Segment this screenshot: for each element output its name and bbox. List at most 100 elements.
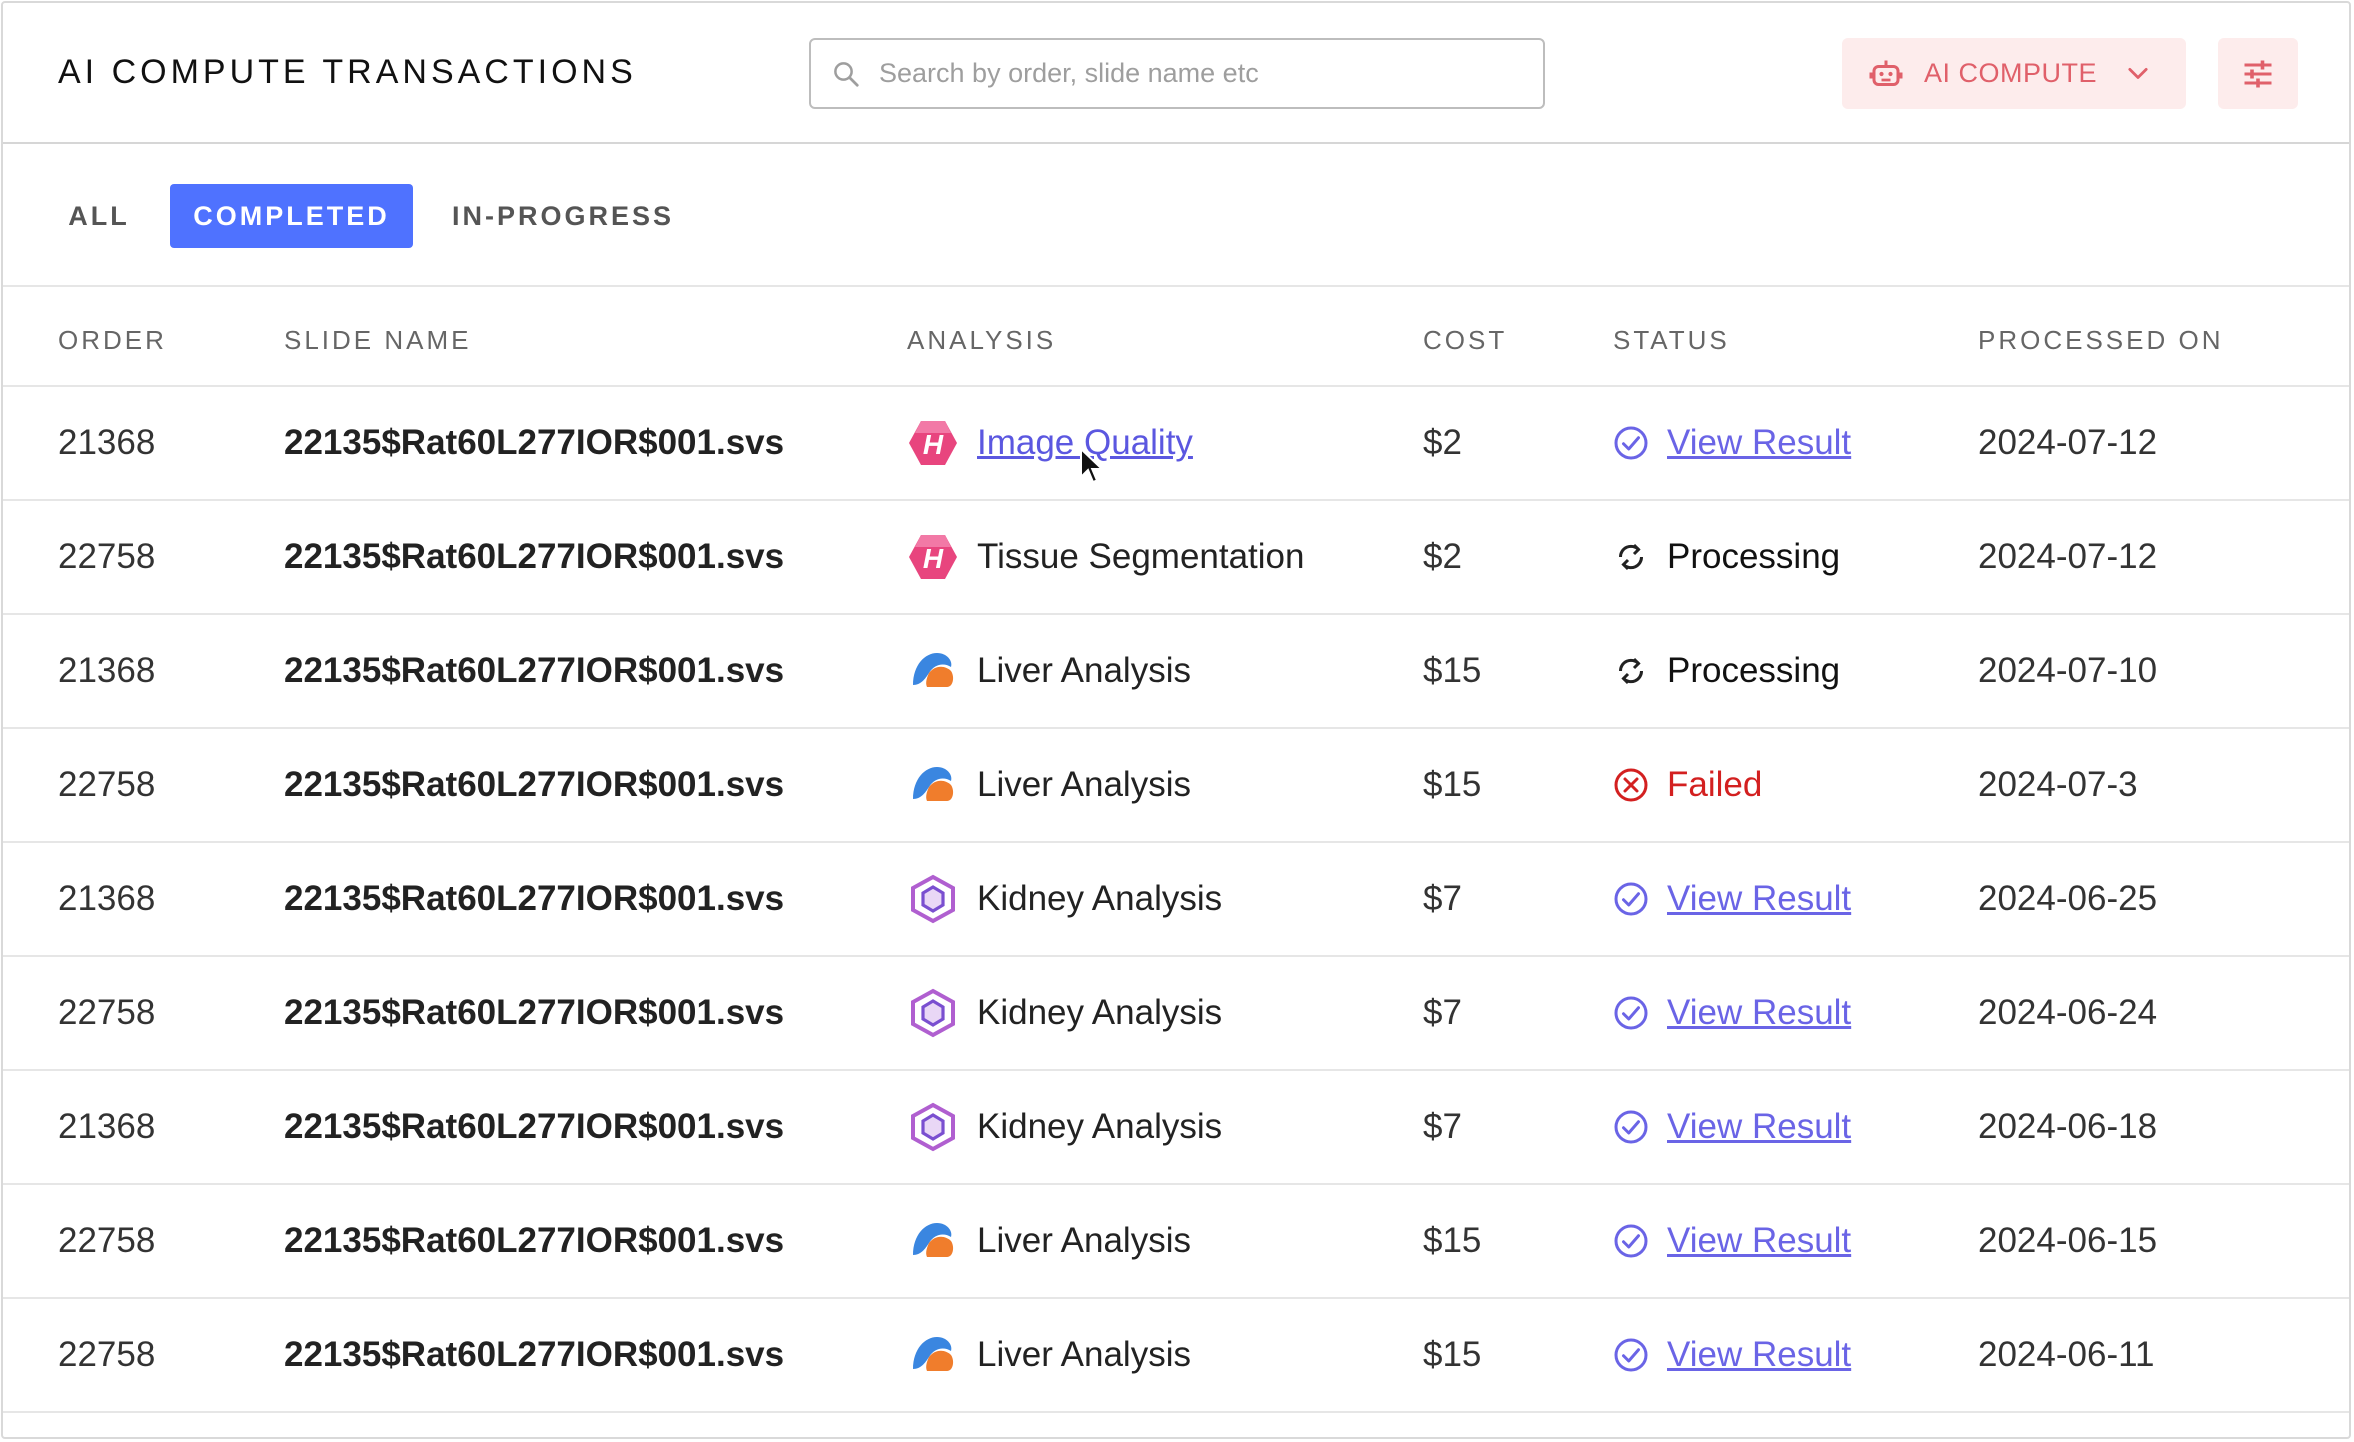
order-id: 22758 bbox=[58, 993, 156, 1032]
tab-completed[interactable]: COMPLETED bbox=[170, 184, 413, 248]
order-id: 21368 bbox=[58, 879, 156, 918]
order-id: 22758 bbox=[58, 765, 156, 804]
svg-text:H: H bbox=[923, 543, 944, 574]
check-circle-icon bbox=[1614, 1110, 1648, 1144]
view-result-link[interactable]: View Result bbox=[1667, 423, 1852, 462]
liver-icon bbox=[907, 645, 959, 697]
cost: $15 bbox=[1423, 1335, 1482, 1374]
page-title: AI COMPUTE TRANSACTIONS bbox=[58, 53, 637, 91]
analysis-name: Tissue Segmentation bbox=[977, 537, 1305, 576]
processed-date: 2024-07-12 bbox=[1978, 537, 2158, 576]
analysis-cell: Kidney Analysis bbox=[907, 843, 1222, 955]
liver-icon bbox=[907, 759, 959, 811]
analysis-name: Kidney Analysis bbox=[977, 1107, 1223, 1146]
processed-date: 2024-07-10 bbox=[1978, 651, 2158, 690]
refresh-icon bbox=[1618, 657, 1644, 685]
error-circle-icon bbox=[1614, 768, 1648, 802]
kidney-icon bbox=[907, 1101, 959, 1153]
image-quality-icon: H bbox=[907, 531, 959, 583]
status-processing: Processing bbox=[1667, 537, 1841, 576]
view-result-link[interactable]: View Result bbox=[1667, 1107, 1852, 1146]
liver-icon bbox=[907, 1329, 959, 1381]
cost: $7 bbox=[1423, 1107, 1462, 1146]
search-box[interactable] bbox=[809, 38, 1545, 109]
order-id: 22758 bbox=[58, 1335, 156, 1374]
cost: $7 bbox=[1423, 879, 1462, 918]
order-id: 22758 bbox=[58, 537, 156, 576]
status-failed: Failed bbox=[1667, 765, 1763, 804]
cost: $7 bbox=[1423, 993, 1462, 1032]
check-circle-icon bbox=[1614, 426, 1648, 460]
processed-date: 2024-06-18 bbox=[1978, 1107, 2158, 1146]
cost: $15 bbox=[1423, 651, 1482, 690]
status-cell: Processing bbox=[1613, 615, 1840, 727]
check-circle-icon bbox=[1614, 996, 1648, 1030]
table-row[interactable]: 21368 22135$Rat60L277IOR$001.svs Kidney An… bbox=[3, 1071, 2349, 1185]
table-row[interactable]: 21368 22135$Rat60L277IOR$001.svs Liver Ana… bbox=[3, 615, 2349, 729]
order-id: 21368 bbox=[58, 1107, 156, 1146]
view-result-link[interactable]: View Result bbox=[1667, 879, 1852, 918]
table-row[interactable]: 21368 22135$Rat60L277IOR$001.svs H Image Qu… bbox=[3, 387, 2349, 501]
check-circle-icon bbox=[1614, 1338, 1648, 1372]
status-cell: Failed bbox=[1613, 729, 1762, 841]
analysis-name: Kidney Analysis bbox=[977, 993, 1223, 1032]
status-cell: View Result bbox=[1613, 957, 1851, 1069]
check-circle-icon bbox=[1614, 882, 1648, 916]
processed-date: 2024-07-12 bbox=[1978, 423, 2158, 462]
cost: $15 bbox=[1423, 1221, 1482, 1260]
column-header-processed-on: PROCESSED ON bbox=[1978, 325, 2224, 355]
cost: $15 bbox=[1423, 765, 1482, 804]
slide-name: 22135$Rat60L277IOR$001.svs bbox=[284, 423, 785, 462]
slide-name: 22135$Rat60L277IOR$001.svs bbox=[284, 765, 785, 804]
view-result-link[interactable]: View Result bbox=[1667, 993, 1852, 1032]
tab-all[interactable]: ALL bbox=[68, 201, 130, 231]
slide-name: 22135$Rat60L277IOR$001.svs bbox=[284, 537, 785, 576]
column-header-cost: COST bbox=[1423, 325, 1508, 355]
search-input[interactable] bbox=[877, 57, 1521, 90]
slide-name: 22135$Rat60L277IOR$001.svs bbox=[284, 1221, 785, 1260]
status-processing: Processing bbox=[1667, 651, 1841, 690]
svg-text:H: H bbox=[923, 429, 944, 460]
view-result-link[interactable]: View Result bbox=[1667, 1335, 1852, 1374]
header: AI COMPUTE TRANSACTIONS AI COMPUTE bbox=[3, 3, 2349, 144]
tab-in-progress[interactable]: IN-PROGRESS bbox=[451, 201, 675, 231]
processed-date: 2024-06-11 bbox=[1978, 1335, 2155, 1374]
table-row[interactable]: 22758 22135$Rat60L277IOR$001.svs Kidney An… bbox=[3, 957, 2349, 1071]
processed-date: 2024-06-15 bbox=[1978, 1221, 2158, 1260]
order-id: 21368 bbox=[58, 423, 156, 462]
image-quality-icon: H bbox=[907, 417, 959, 469]
analysis-cell: Kidney Analysis bbox=[907, 1071, 1222, 1183]
ai-compute-dropdown[interactable]: AI COMPUTE bbox=[1842, 38, 2186, 109]
status-cell: View Result bbox=[1613, 1185, 1851, 1297]
table-row[interactable]: 22758 22135$Rat60L277IOR$001.svs Liver Ana… bbox=[3, 1185, 2349, 1299]
table-row[interactable]: 22758 22135$Rat60L277IOR$001.svs H Tissue S… bbox=[3, 501, 2349, 615]
status-cell: View Result bbox=[1613, 387, 1851, 499]
analysis-cell: Kidney Analysis bbox=[907, 957, 1222, 1069]
slide-name: 22135$Rat60L277IOR$001.svs bbox=[284, 651, 785, 690]
table-header: ORDER SLIDE NAME ANALYSIS COST STATUS PR… bbox=[3, 287, 2349, 387]
slide-name: 22135$Rat60L277IOR$001.svs bbox=[284, 1335, 785, 1374]
analysis-cell: Liver Analysis bbox=[907, 1299, 1191, 1411]
analysis-link[interactable]: Image Quality bbox=[977, 423, 1193, 462]
view-result-link[interactable]: View Result bbox=[1667, 1221, 1852, 1260]
liver-icon bbox=[907, 1215, 959, 1267]
search-icon bbox=[834, 61, 859, 87]
table-row[interactable]: 22758 22135$Rat60L277IOR$001.svs Liver Ana… bbox=[3, 1299, 2349, 1413]
table-row[interactable]: 21368 22135$Rat60L277IOR$001.svs Kidney An… bbox=[3, 843, 2349, 957]
processed-date: 2024-06-25 bbox=[1978, 879, 2158, 918]
analysis-name: Liver Analysis bbox=[977, 1335, 1191, 1374]
filter-tabs: ALL COMPLETED IN-PROGRESS bbox=[3, 144, 2349, 287]
cost: $2 bbox=[1423, 423, 1462, 462]
order-id: 21368 bbox=[58, 651, 156, 690]
sliders-icon bbox=[2244, 60, 2272, 87]
analysis-name: Liver Analysis bbox=[977, 765, 1191, 804]
filter-button[interactable] bbox=[2218, 38, 2298, 109]
slide-name: 22135$Rat60L277IOR$001.svs bbox=[284, 879, 785, 918]
kidney-icon bbox=[907, 987, 959, 1039]
cost: $2 bbox=[1423, 537, 1462, 576]
refresh-icon bbox=[1618, 543, 1644, 571]
status-cell: View Result bbox=[1613, 843, 1851, 955]
table-row[interactable]: 22758 22135$Rat60L277IOR$001.svs Liver Ana… bbox=[3, 729, 2349, 843]
status-cell: View Result bbox=[1613, 1071, 1851, 1183]
